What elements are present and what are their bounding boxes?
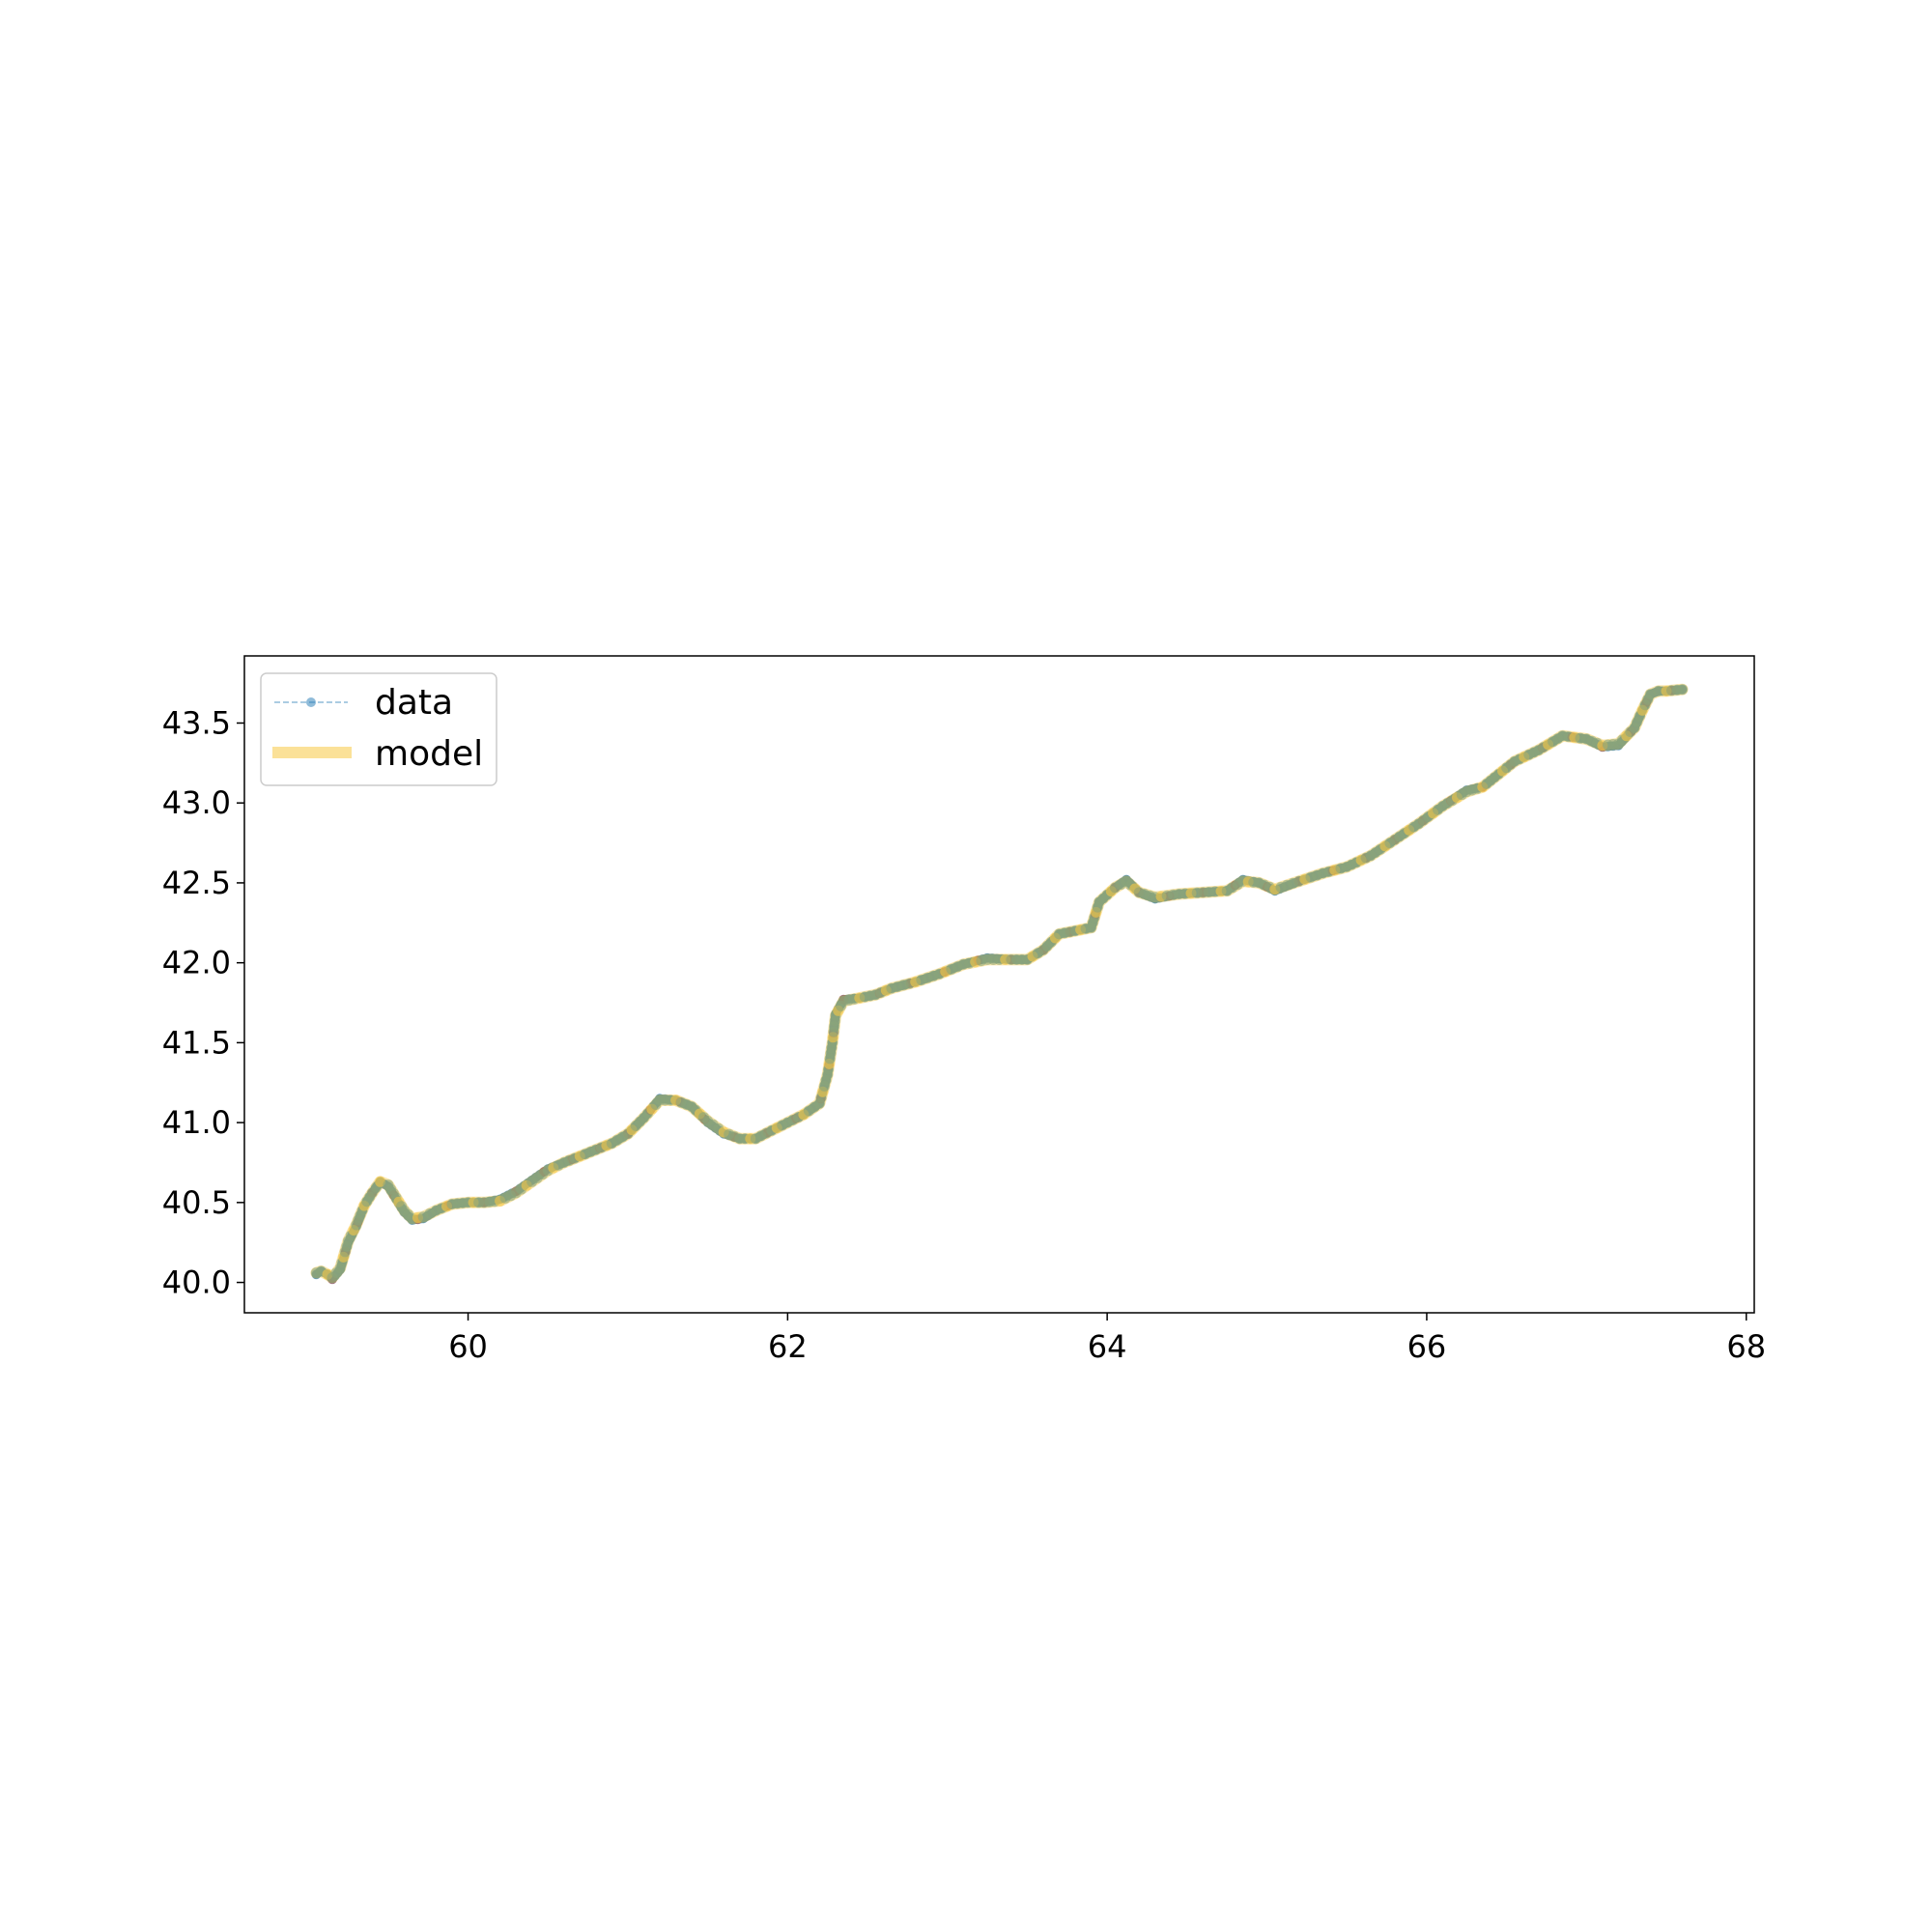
x-tick-label-64: 64 [1088, 1328, 1127, 1365]
y-tick-label-42.0: 42.0 [162, 945, 231, 981]
x-tick-label-62: 62 [768, 1328, 808, 1365]
model-point [375, 1176, 386, 1187]
x-tick-label-68: 68 [1726, 1328, 1766, 1365]
legend-label-data: data [375, 683, 453, 723]
y-axis: 40.0 40.5 41.0 41.5 42.0 42.5 43.0 43.5 [162, 704, 244, 1301]
model-point [1653, 685, 1664, 696]
x-tick-label-66: 66 [1407, 1328, 1447, 1365]
model-point [1677, 684, 1689, 696]
y-tick-label-40.0: 40.0 [162, 1264, 231, 1301]
y-tick-label-42.5: 42.5 [162, 865, 231, 901]
model-point [1645, 689, 1656, 700]
y-tick-label-43.5: 43.5 [162, 704, 231, 741]
x-axis: 60 62 64 66 68 [448, 1313, 1766, 1365]
x-tick-label-60: 60 [448, 1328, 488, 1365]
y-tick-label-41.5: 41.5 [162, 1024, 231, 1061]
y-tick-label-41.0: 41.0 [162, 1104, 231, 1141]
series-layer [310, 683, 1689, 1285]
legend: data model [260, 672, 497, 786]
y-tick-label-40.5: 40.5 [162, 1184, 231, 1221]
legend-data-marker-icon [306, 697, 316, 707]
y-tick-label-43.0: 43.0 [162, 784, 231, 821]
legend-entry-model: model [272, 734, 483, 774]
legend-entry-data: data [274, 683, 453, 723]
legend-label-model: model [375, 734, 483, 774]
